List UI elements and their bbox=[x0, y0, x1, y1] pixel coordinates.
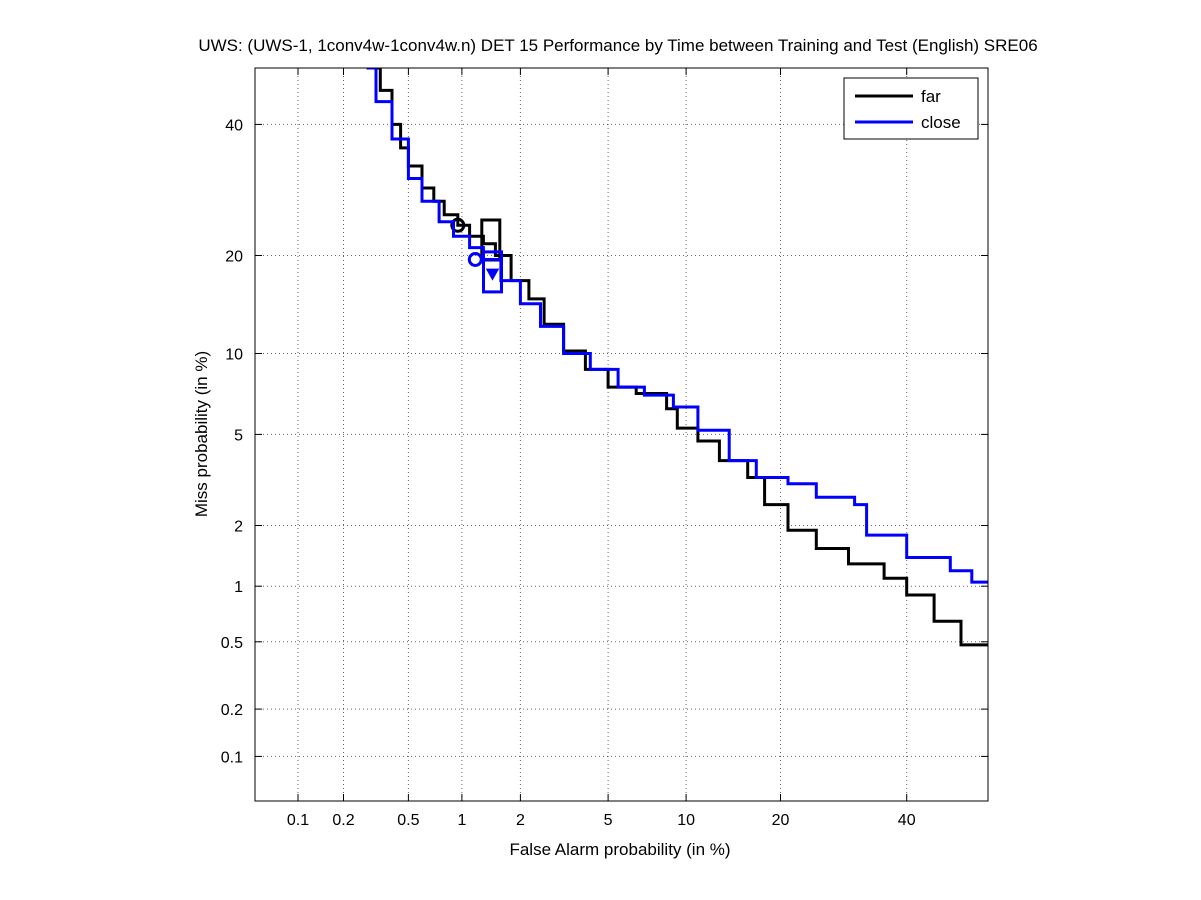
y-tick-label: 2 bbox=[234, 519, 243, 536]
actual-dcf-box-close bbox=[482, 250, 503, 294]
x-tick-label: 0.5 bbox=[397, 812, 419, 829]
actual-dcf-marker-close bbox=[485, 268, 500, 281]
y-tick-label: 40 bbox=[225, 117, 243, 134]
y-tick-label: 5 bbox=[234, 427, 243, 444]
x-tick-label: 0.2 bbox=[332, 812, 354, 829]
legend-label-close: close bbox=[921, 113, 961, 132]
min-dcf-marker-close bbox=[467, 252, 483, 267]
series-line-close bbox=[366, 68, 988, 584]
y-tick-label: 1 bbox=[234, 579, 243, 596]
x-tick-label: 0.1 bbox=[287, 812, 309, 829]
y-axis-label: Miss probability (in %) bbox=[192, 351, 211, 517]
y-tick-label: 20 bbox=[225, 249, 243, 266]
legend: far close bbox=[843, 77, 979, 140]
y-tick-label: 10 bbox=[225, 347, 243, 364]
plot-frame bbox=[254, 67, 989, 802]
x-axis-label: False Alarm probability (in %) bbox=[509, 840, 730, 859]
grid-layer bbox=[255, 68, 988, 801]
y-tick-label: 0.2 bbox=[221, 702, 243, 719]
x-tick-label: 10 bbox=[677, 812, 695, 829]
legend-label-far: far bbox=[921, 87, 941, 106]
series-layer bbox=[366, 68, 988, 647]
x-tick-label: 40 bbox=[898, 812, 916, 829]
tick-layer: 0.1 0.2 0.5 1 2 5 10 20 40 0.1 0.2 0.5 1 2 5 10 20 40 bbox=[221, 68, 988, 829]
x-tick-label: 1 bbox=[457, 812, 466, 829]
series-line-far bbox=[373, 68, 988, 647]
y-tick-label: 0.5 bbox=[221, 635, 243, 652]
legend-box bbox=[843, 77, 979, 140]
x-tick-label: 20 bbox=[772, 812, 790, 829]
x-tick-label: 5 bbox=[604, 812, 613, 829]
y-tick-label: 0.1 bbox=[221, 749, 243, 766]
min-dcf-marker-far bbox=[450, 217, 466, 233]
x-tick-label: 2 bbox=[516, 812, 525, 829]
chart-title: UWS: (UWS-1, 1conv4w-1conv4w.n) DET 15 P… bbox=[198, 36, 1037, 55]
